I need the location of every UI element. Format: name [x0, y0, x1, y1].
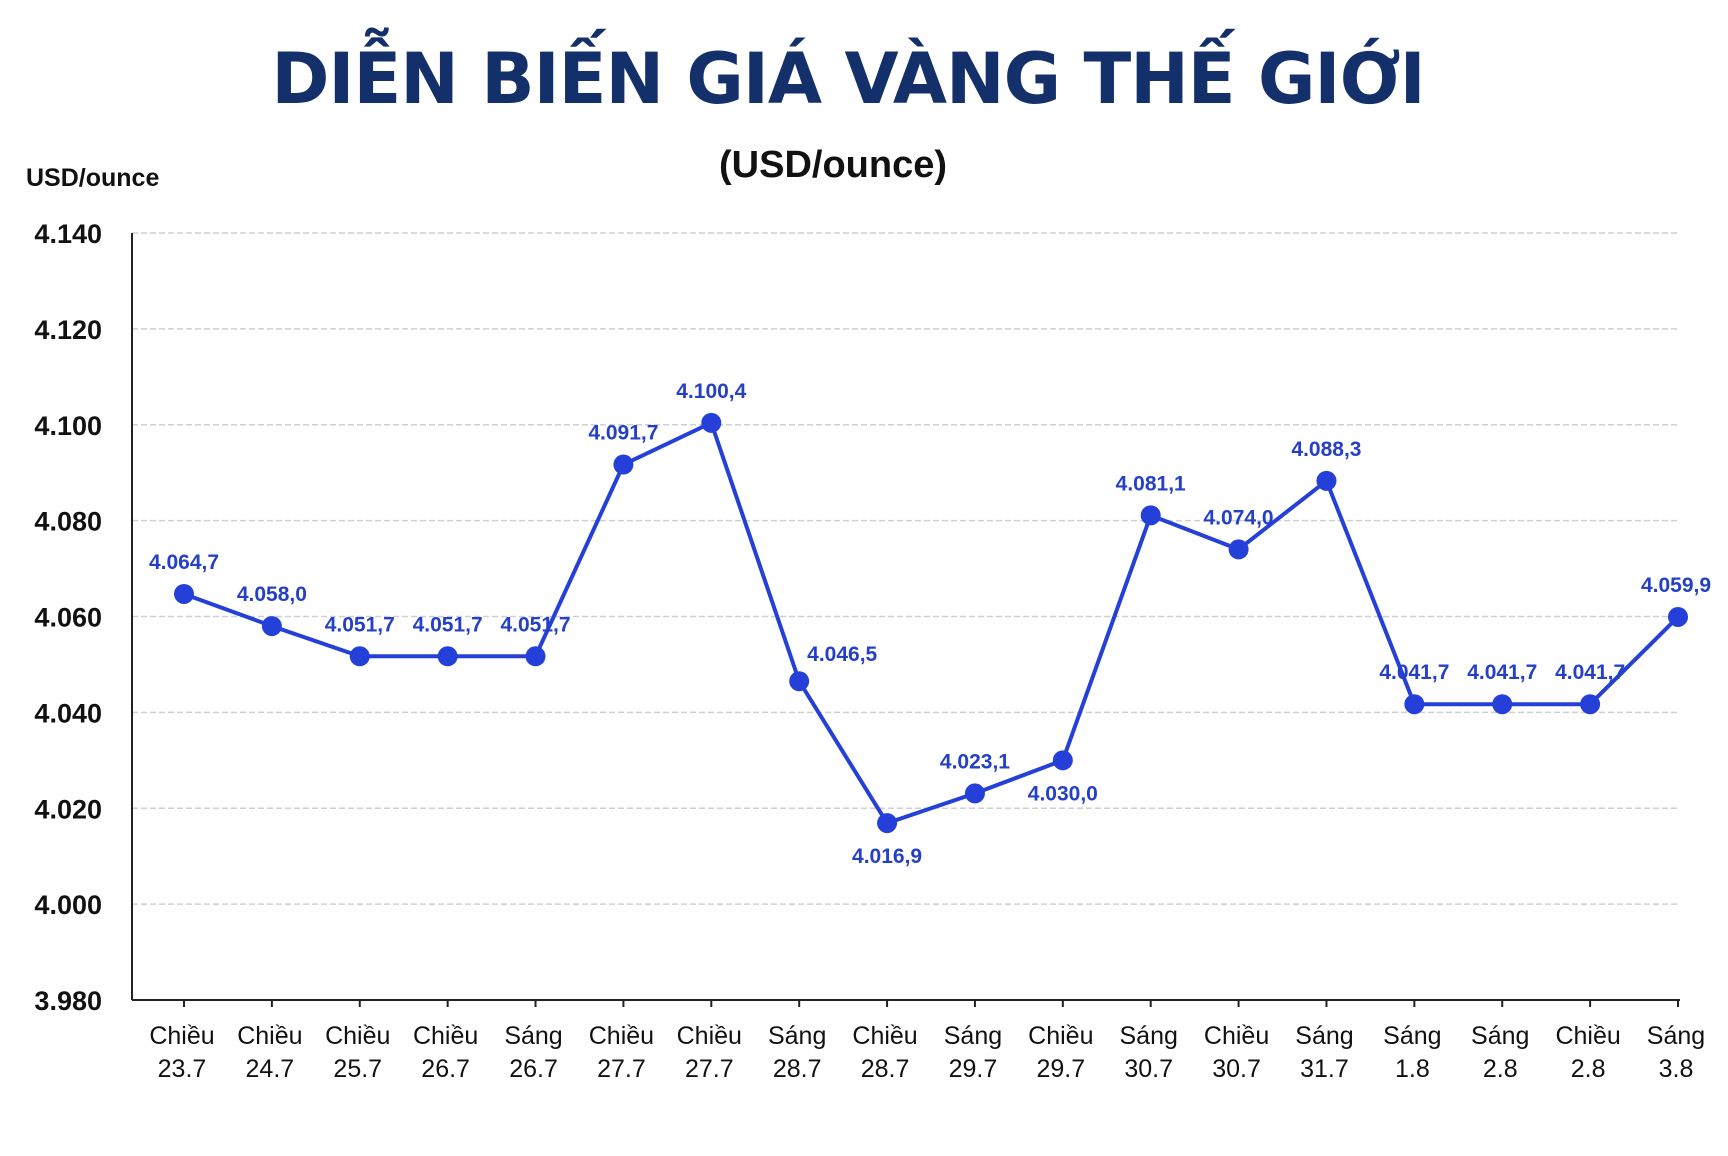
x-tick-label: 2.8 [1571, 1055, 1606, 1083]
x-tick-label: Chiều [1555, 1022, 1620, 1050]
x-tick-label: Chiều [852, 1022, 917, 1050]
x-tick-label: 31.7 [1300, 1055, 1349, 1083]
data-label: 4.058,0 [237, 583, 307, 606]
y-tick-label: 4.100 [34, 411, 102, 441]
data-point [1228, 539, 1249, 560]
x-tick-label: Chiều [149, 1022, 214, 1050]
x-tick-label: 28.7 [773, 1055, 822, 1083]
data-label: 4.030,0 [1028, 782, 1098, 805]
x-tick-label: 27.7 [685, 1055, 734, 1083]
y-tick-label: 4.080 [34, 507, 102, 537]
x-tick-label: 23.7 [158, 1055, 207, 1083]
x-tick-label: Sáng [1471, 1022, 1529, 1050]
data-label: 4.041,7 [1379, 661, 1449, 684]
x-tick-label: Sáng [1295, 1022, 1353, 1050]
data-point [1052, 750, 1073, 771]
x-tick-label: Chiều [237, 1022, 302, 1050]
y-tick-label: 4.140 [34, 219, 102, 249]
data-label: 4.081,1 [1116, 472, 1186, 495]
x-tick-label: 27.7 [597, 1055, 646, 1083]
series-line [183, 420, 1680, 826]
y-tick-label: 4.040 [34, 698, 102, 728]
data-label: 4.041,7 [1555, 661, 1625, 684]
data-label: 4.059,9 [1641, 574, 1711, 597]
data-point [525, 646, 546, 667]
y-axis-label: USD/ounce [26, 164, 160, 192]
x-tick-label: Sáng [1120, 1022, 1178, 1050]
data-point [877, 813, 898, 834]
data-label: 4.051,7 [325, 613, 395, 636]
data-label: 4.088,3 [1291, 438, 1361, 461]
data-point [1668, 606, 1688, 627]
x-tick-label: Sáng [768, 1022, 826, 1050]
x-tick-label: Sáng [1383, 1022, 1441, 1050]
y-tick-label: 4.020 [34, 794, 102, 824]
x-tick-label: 2.8 [1483, 1055, 1518, 1083]
data-point [261, 616, 282, 637]
x-tick-label: Sáng [504, 1022, 562, 1050]
x-tick-label: Chiều [413, 1022, 478, 1050]
data-point [349, 646, 370, 667]
chart-subtitle: (USD/ounce) [719, 144, 947, 186]
x-tick-label: 28.7 [861, 1055, 910, 1083]
data-point [1404, 694, 1425, 715]
data-point [789, 671, 810, 692]
x-tick-label: Chiều [677, 1022, 742, 1050]
data-point [437, 646, 458, 667]
x-tick-label: 25.7 [333, 1055, 382, 1083]
x-tick-label: Chiều [589, 1022, 654, 1050]
data-label: 4.023,1 [940, 750, 1010, 773]
x-tick-label: Sáng [1647, 1022, 1705, 1050]
data-point [1140, 505, 1161, 526]
data-label: 4.016,9 [852, 845, 922, 868]
x-tick-label: 3.8 [1659, 1055, 1694, 1083]
data-label: 4.074,0 [1204, 506, 1274, 529]
data-point [613, 454, 634, 475]
data-label: 4.051,7 [413, 613, 483, 636]
data-point [964, 783, 985, 804]
x-tick-label: 29.7 [949, 1055, 998, 1083]
data-label: 4.046,5 [807, 643, 877, 666]
data-label: 4.041,7 [1467, 661, 1537, 684]
x-tick-label: Chiều [1028, 1022, 1093, 1050]
x-tick-label: Sáng [944, 1022, 1002, 1050]
data-point [174, 583, 194, 604]
data-point [1492, 694, 1513, 715]
data-point [1580, 694, 1601, 715]
x-tick-label: 30.7 [1124, 1055, 1173, 1083]
data-label: 4.064,7 [149, 551, 219, 574]
data-label: 4.100,4 [676, 380, 746, 403]
data-point [1316, 470, 1337, 491]
chart-title: DIỄN BIẾN GIÁ VÀNG THẾ GIỚI [271, 38, 1425, 120]
x-tick-label: Chiều [325, 1022, 390, 1050]
y-tick-label: 3.980 [34, 986, 102, 1016]
x-tick-label: 30.7 [1212, 1055, 1261, 1083]
x-tick-label: 24.7 [246, 1055, 295, 1083]
x-tick-label: 26.7 [421, 1055, 470, 1083]
y-tick-label: 4.120 [34, 315, 102, 345]
x-tick-label: Chiều [1204, 1022, 1269, 1050]
x-tick-label: 1.8 [1395, 1055, 1430, 1083]
data-point [701, 412, 722, 433]
x-tick-label: 26.7 [509, 1055, 558, 1083]
y-tick-label: 4.060 [34, 603, 102, 633]
y-tick-label: 4.000 [34, 890, 102, 920]
data-label: 4.051,7 [500, 613, 570, 636]
data-label: 4.091,7 [588, 422, 658, 445]
x-tick-label: 29.7 [1036, 1055, 1085, 1083]
